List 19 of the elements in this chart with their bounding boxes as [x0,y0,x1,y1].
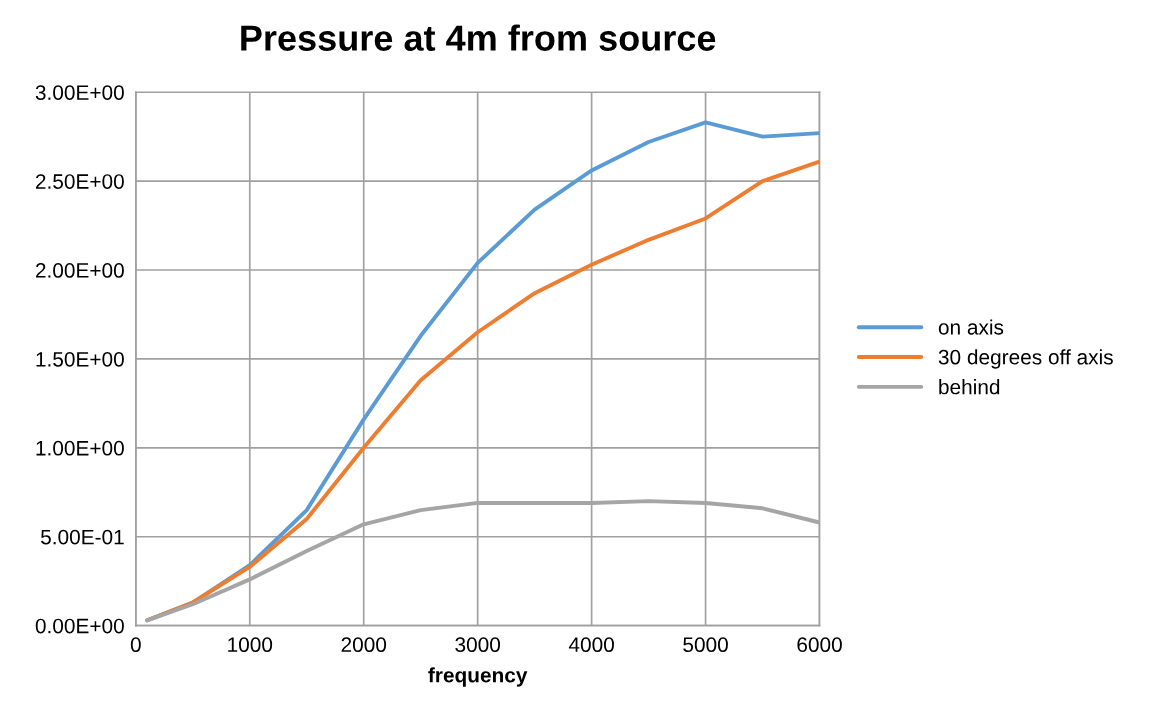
legend-label: on axis [938,319,1004,335]
x-tick-label: 2000 [341,637,387,653]
x-tick-label: 1000 [228,637,273,653]
x-tick-label: 3000 [455,637,501,653]
y-tick-label: 2.50E+00 [35,174,124,189]
x-tick-label: 0 [130,637,141,653]
x-tick-label: 6000 [797,637,842,653]
x-tick-label: 4000 [568,637,614,653]
y-tick-label: 3.00E+00 [35,85,124,100]
y-tick-label: 1.50E+00 [36,351,124,367]
y-tick-label: 1.00E+00 [36,440,124,456]
x-axis-title: frequency [428,667,528,687]
legend-label: behind [939,379,1000,395]
y-tick-label: 2.00E+00 [35,263,124,278]
y-tick-label: 0.00E+00 [35,618,124,634]
x-tick-label: 5000 [683,637,728,653]
y-tick-label: 5.00E-01 [40,529,124,545]
chart-title: Pressure at 4m from source [241,24,716,51]
legend-label: 30 degrees off axis [938,349,1113,369]
